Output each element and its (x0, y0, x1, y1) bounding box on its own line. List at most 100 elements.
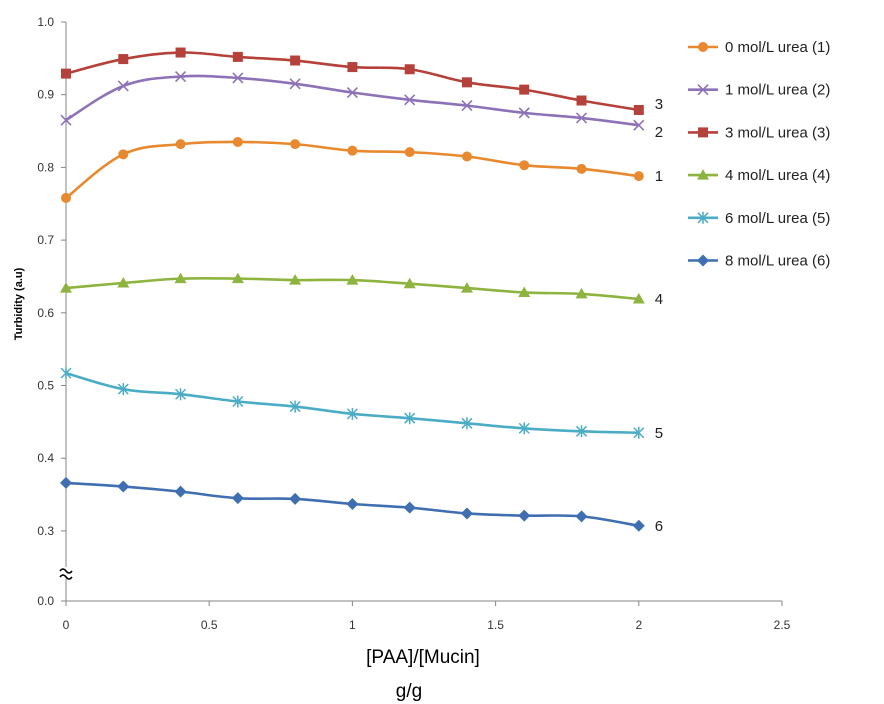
data-point (575, 425, 588, 438)
legend-marker (698, 42, 708, 52)
chart-legend: 0 mol/L urea (1) 1 mol/L urea (2) 3 mol/L … (688, 39, 830, 270)
x-axis-label: [PAA]/[Mucin] (366, 647, 480, 668)
series-line (65, 74, 639, 127)
series-line (65, 51, 640, 112)
data-point (404, 412, 416, 425)
x-tick-label: 0 (63, 618, 70, 632)
data-point (232, 51, 243, 62)
data-point (289, 274, 302, 285)
data-point (118, 149, 129, 160)
data-point (633, 171, 644, 182)
data-point (461, 77, 472, 88)
legend-item: 6 mol/L urea (5) (688, 210, 830, 227)
data-point (232, 395, 244, 408)
data-point (117, 276, 130, 288)
data-point (347, 62, 358, 73)
data-point (518, 422, 530, 435)
legend-label: 6 mol/L urea (5) (725, 210, 830, 227)
series-line (65, 371, 639, 435)
data-point (632, 292, 645, 304)
data-point (231, 492, 244, 505)
data-point (232, 72, 244, 84)
series-4: 4 (60, 272, 663, 308)
x-tick-label: 2.5 (774, 618, 791, 632)
data-point (347, 145, 358, 156)
data-point (117, 383, 129, 396)
data-point (461, 417, 473, 430)
legend-marker (697, 84, 709, 96)
y-tick-label: 0.7 (37, 233, 54, 247)
data-point (60, 367, 72, 380)
data-point (518, 286, 531, 297)
series-end-label: 2 (655, 124, 663, 141)
data-point (175, 139, 186, 150)
data-point (460, 282, 473, 293)
data-point (460, 507, 473, 520)
data-point (61, 192, 71, 203)
data-point (461, 100, 473, 112)
data-point (576, 163, 587, 174)
data-point (174, 272, 187, 284)
data-point (404, 94, 416, 106)
y-tick-label: 0.3 (37, 524, 54, 538)
series-1: 1 (61, 136, 663, 203)
data-point (346, 498, 359, 511)
data-point (174, 70, 187, 83)
series-2: 2 (60, 70, 663, 141)
series-end-label: 4 (655, 291, 663, 308)
data-point (232, 136, 243, 147)
series-5: 5 (60, 367, 663, 442)
data-point (576, 95, 587, 106)
data-point (632, 519, 645, 532)
data-point (404, 147, 415, 158)
data-point (290, 139, 301, 150)
y-tick-label: 0.8 (37, 160, 54, 174)
data-point (289, 400, 301, 413)
data-point (175, 47, 186, 58)
data-point (518, 107, 530, 119)
data-point (118, 54, 129, 65)
data-point (403, 501, 416, 514)
legend-label: 1 mol/L urea (2) (725, 82, 830, 99)
series-end-label: 6 (655, 518, 663, 535)
chart-axes: 0.3 0.4 0.5 0.6 0.7 0.8 0.9 1.0 0.0 0 0.5 1 1.5 2 2.5 (37, 15, 790, 632)
legend-item: 1 mol/L urea (2) (688, 82, 830, 99)
data-point (461, 151, 472, 162)
y-tick-label: 0.4 (37, 451, 54, 465)
series-end-label: 5 (655, 425, 663, 442)
legend-label: 4 mol/L urea (4) (725, 167, 830, 184)
data-point (519, 84, 530, 95)
data-point (519, 160, 530, 171)
data-point (174, 485, 187, 498)
data-point (346, 274, 359, 285)
data-point (404, 64, 415, 75)
legend-item: 3 mol/L urea (3) (688, 124, 830, 141)
data-point (575, 510, 588, 523)
legend-label: 0 mol/L urea (1) (725, 39, 830, 56)
y-tick-label: 0.9 (37, 88, 54, 102)
legend-marker (697, 211, 709, 224)
y-axis-label: Turbidity (a.u) (13, 267, 25, 340)
series-end-label: 1 (655, 168, 663, 185)
data-point (290, 55, 301, 66)
x-tick-label: 2 (635, 618, 642, 632)
data-point (117, 80, 129, 92)
data-point (61, 68, 71, 79)
data-point (60, 282, 72, 293)
legend-item: 4 mol/L urea (4) (688, 167, 830, 184)
series-6: 6 (60, 476, 663, 535)
legend-label: 8 mol/L urea (6) (725, 253, 830, 270)
legend-label: 3 mol/L urea (3) (725, 124, 830, 141)
data-point (346, 86, 358, 99)
data-point (633, 119, 645, 131)
x-axis-unit-label: g/g (396, 681, 422, 702)
axis-break-mark (59, 574, 73, 580)
x-tick-label: 1 (349, 618, 356, 632)
legend-item: 8 mol/L urea (6) (688, 253, 830, 270)
data-point (403, 277, 416, 289)
data-point (289, 78, 301, 90)
y-tick-label: 0.0 (37, 594, 54, 608)
legend-marker (697, 169, 709, 180)
chart-series: 1 2 3 4 5 6 (60, 47, 663, 535)
data-point (289, 492, 302, 505)
